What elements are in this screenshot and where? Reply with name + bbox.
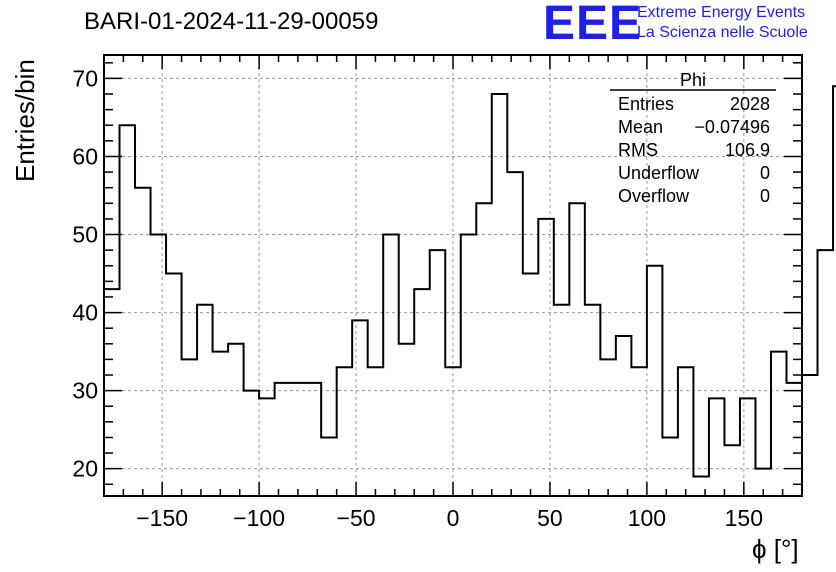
x-tick-label: −150 — [136, 505, 188, 531]
x-tick-label: 50 — [537, 505, 563, 531]
stat-rms-value: 106.9 — [724, 140, 770, 160]
logo-subtitle-1: Extreme Energy Events — [637, 4, 806, 21]
x-tick-label: −100 — [233, 505, 285, 531]
tick-labels: −150 −100 −50 0 50 100 150 20 30 40 50 60 70 — [72, 65, 763, 531]
stat-overflow-label: Overflow — [618, 186, 690, 206]
y-tick-label: 50 — [72, 222, 98, 248]
stat-entries-value: 2028 — [729, 94, 770, 114]
histogram-series — [104, 85, 836, 478]
y-tick-label: 30 — [72, 378, 98, 404]
stat-underflow-value: 0 — [759, 163, 770, 183]
stat-mean-value: −0.07496 — [694, 117, 770, 137]
stat-rms-label: RMS — [618, 140, 658, 160]
x-tick-label: −50 — [337, 505, 376, 531]
logo-subtitle-2: La Scienza nelle Scuole — [637, 24, 808, 41]
chart-title: BARI-01-2024-11-29-00059 — [84, 8, 379, 35]
stat-mean-label: Mean — [618, 117, 664, 137]
stat-entries-label: Entries — [618, 94, 675, 114]
y-axis-label: Entries/bin — [10, 59, 40, 182]
x-tick-label: 100 — [628, 505, 666, 531]
histogram-line — [104, 85, 836, 478]
stat-underflow-label: Underflow — [618, 163, 700, 183]
axis-ticks — [103, 55, 803, 496]
y-tick-label: 60 — [72, 143, 98, 169]
y-tick-label: 40 — [72, 300, 98, 326]
x-tick-label: 0 — [447, 505, 460, 531]
x-axis-label: ϕ [°] — [752, 534, 799, 564]
x-tick-label: 150 — [725, 505, 763, 531]
y-tick-label: 70 — [72, 65, 98, 91]
eee-logo: EEE — [543, 0, 643, 50]
stat-overflow-value: 0 — [759, 186, 770, 206]
grid — [104, 55, 802, 496]
stats-title: Phi — [680, 70, 707, 90]
y-tick-label: 20 — [72, 456, 98, 482]
